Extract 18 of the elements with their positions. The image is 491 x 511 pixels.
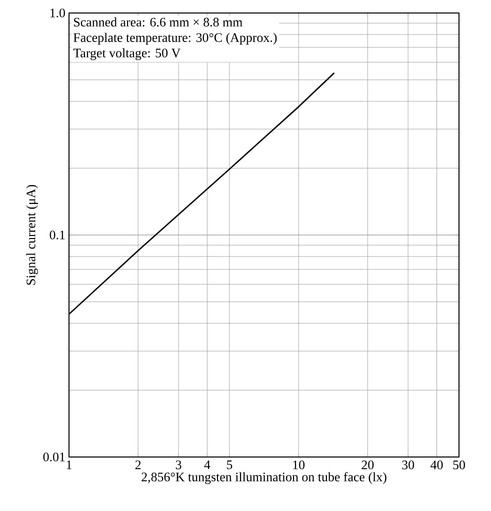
x-tick-label: 2 xyxy=(135,460,141,470)
x-tick-label: 4 xyxy=(204,460,210,470)
x-tick-label: 40 xyxy=(430,460,443,470)
y-tick-label: 0.1 xyxy=(50,230,65,240)
x-tick-label: 50 xyxy=(453,460,465,470)
x-tick-label: 20 xyxy=(362,460,374,470)
x-tick-label: 1 xyxy=(66,460,72,470)
y-tick-label: 1.0 xyxy=(50,8,65,18)
annotation: Faceplate temperature: 30°C (Approx.) xyxy=(74,32,277,45)
y-axis-title: Signal current (μA) xyxy=(26,184,38,285)
annotation: Target voltage: 50 V xyxy=(73,48,180,60)
x-axis-title: 2,856°K tungsten illumination on tube face (lx) xyxy=(142,472,386,484)
x-tick-label: 30 xyxy=(402,460,414,470)
y-tick-label: 0.01 xyxy=(43,452,65,462)
x-tick-label: 3 xyxy=(176,460,182,470)
annotation: Scanned area: 6.6 mm × 8.8 mm xyxy=(74,17,242,27)
x-tick-label: 10 xyxy=(293,460,305,470)
x-tick-label: 5 xyxy=(226,460,232,470)
